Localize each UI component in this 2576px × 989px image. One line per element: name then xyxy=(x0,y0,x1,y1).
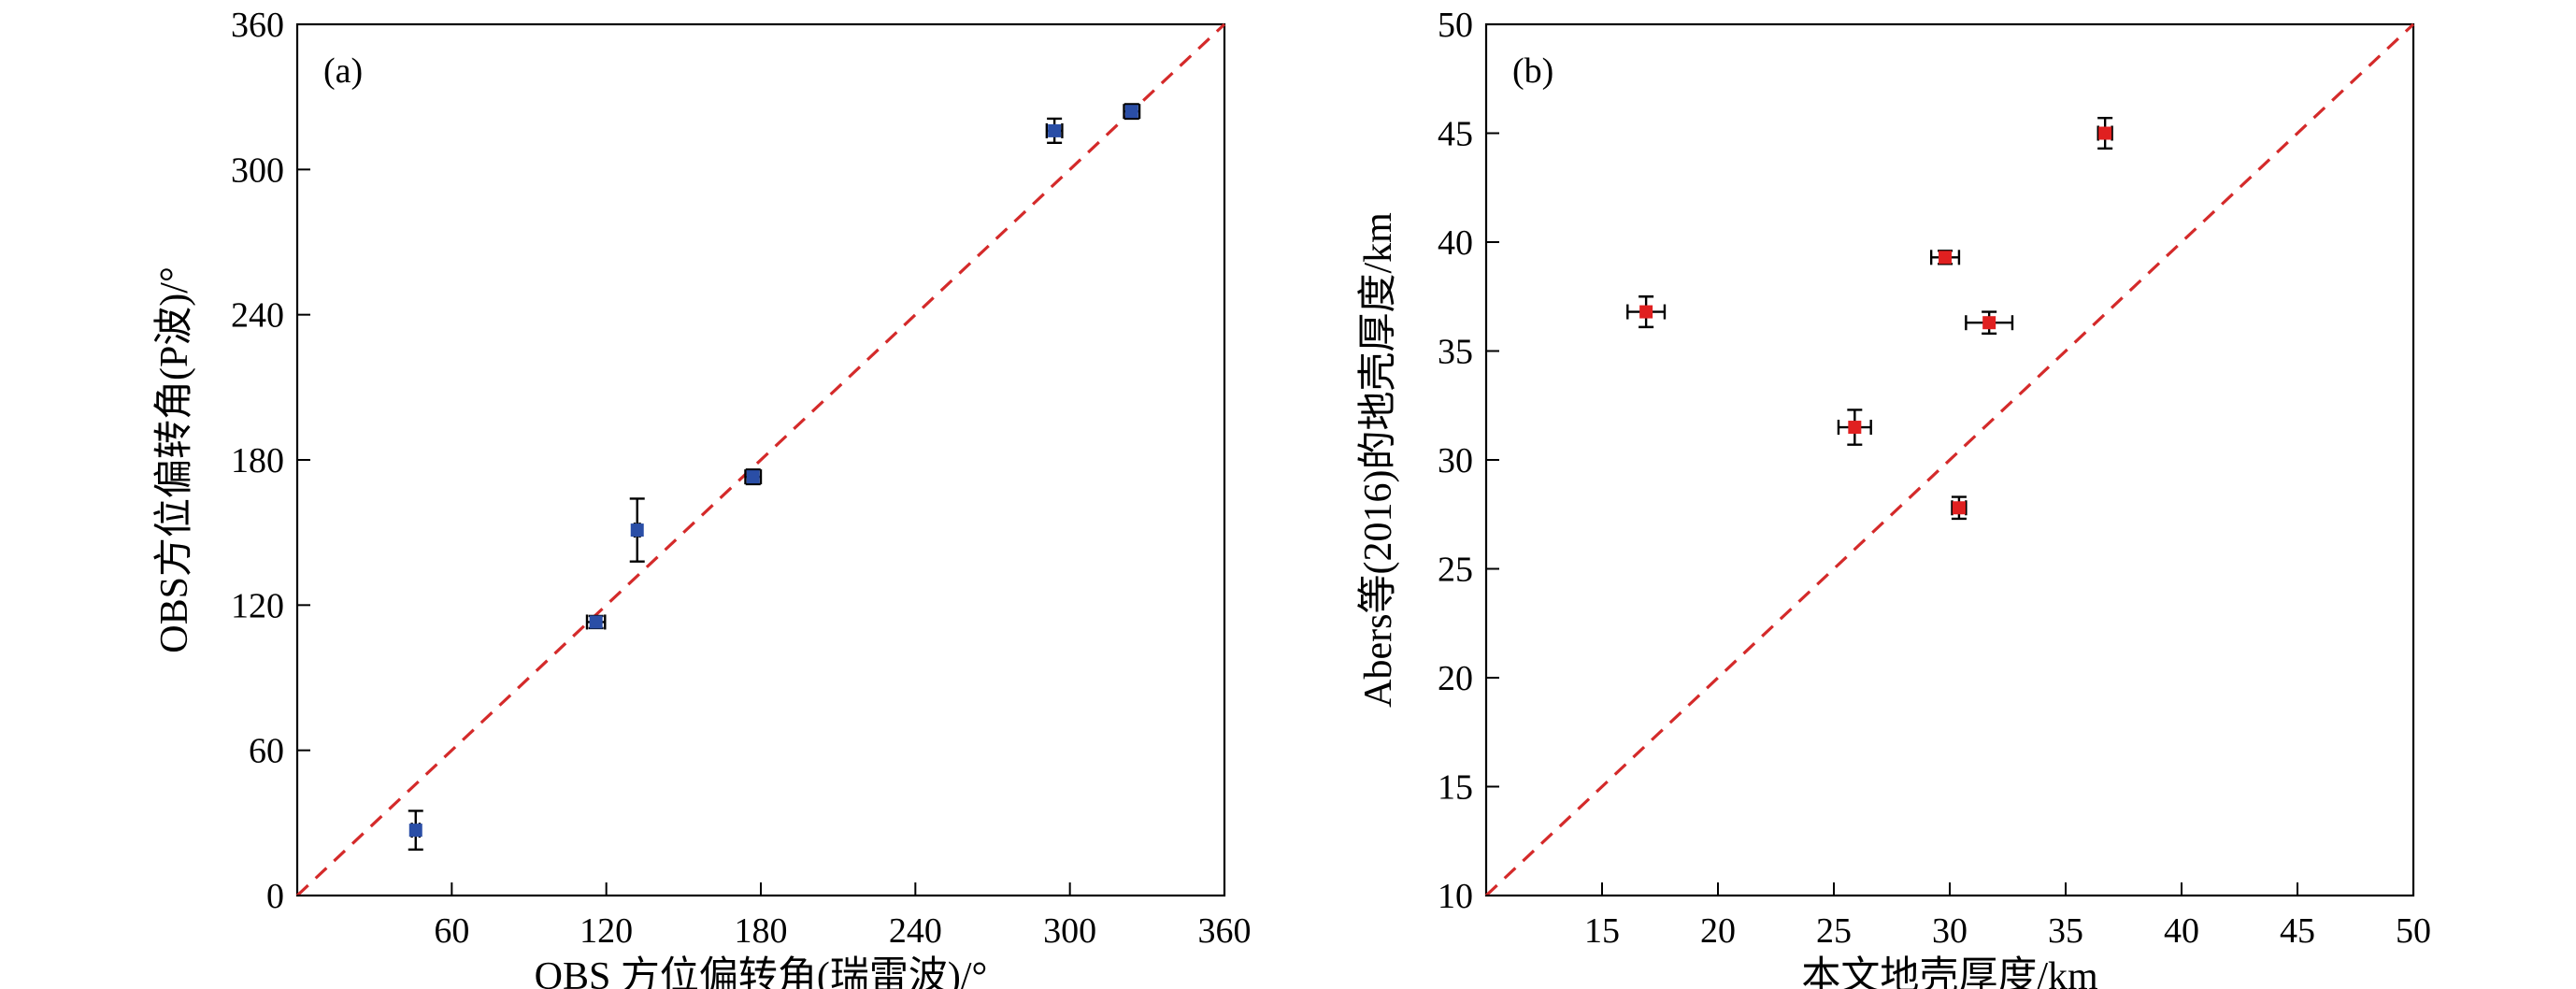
y-tick-label: 300 xyxy=(231,150,284,190)
y-axis-title: OBS方位偏转角(P波)/° xyxy=(152,266,196,653)
x-tick-label: 120 xyxy=(580,911,633,951)
data-point xyxy=(1837,408,1872,446)
x-tick-label: 360 xyxy=(1198,911,1252,951)
y-tick-label: 30 xyxy=(1438,441,1473,480)
y-tick-label: 15 xyxy=(1438,768,1473,808)
x-tick-label: 300 xyxy=(1043,911,1096,951)
x-tick-label: 180 xyxy=(735,911,788,951)
point-marker xyxy=(1639,305,1653,319)
y-tick-label: 240 xyxy=(231,296,284,336)
point-marker xyxy=(1952,501,1966,515)
y-tick-label: 0 xyxy=(266,877,284,916)
panel-label: (b) xyxy=(1512,51,1553,91)
y-tick-label: 60 xyxy=(249,732,284,771)
x-tick-label: 240 xyxy=(889,911,942,951)
x-tick-label: 20 xyxy=(1700,911,1736,951)
data-point xyxy=(408,810,423,852)
x-axis-title: 本文地壳厚度/km xyxy=(1801,954,2098,989)
chart-panel-a: 60 120 180 240 300 360 0 60 120 180 240 300 360 OBS 方… xyxy=(152,6,1252,989)
data-point xyxy=(585,614,607,630)
y-tick-label: 120 xyxy=(231,586,284,625)
point-marker xyxy=(1939,251,1953,265)
y-tick-label: 10 xyxy=(1438,877,1473,916)
y-tick-label: 35 xyxy=(1438,333,1473,372)
y-axis-title: Abers等(2016)的地壳厚度/km xyxy=(1357,212,1400,708)
data-point xyxy=(2097,116,2113,150)
y-tick-label: 50 xyxy=(1438,6,1473,45)
data-point xyxy=(1965,310,2014,336)
point-marker xyxy=(630,523,644,538)
point-marker xyxy=(1048,123,1062,137)
y-tick-label: 40 xyxy=(1438,223,1473,263)
y-tick-label: 45 xyxy=(1438,115,1473,154)
y-tick-label: 180 xyxy=(231,441,284,480)
data-point xyxy=(1951,495,1968,521)
x-tick-label: 35 xyxy=(2048,911,2083,951)
point-marker xyxy=(1982,316,1996,330)
x-tick-label: 60 xyxy=(434,911,469,951)
data-point xyxy=(1626,295,1667,329)
point-marker xyxy=(2098,126,2112,140)
data-point xyxy=(1929,250,1961,265)
x-tick-label: 30 xyxy=(1932,911,1968,951)
point-marker xyxy=(589,615,603,629)
data-point xyxy=(1123,103,1141,121)
y-tick-label: 360 xyxy=(231,6,284,45)
point-marker xyxy=(1848,421,1862,435)
panel-label: (a) xyxy=(323,51,363,91)
reference-line-1to1 xyxy=(1484,22,2415,897)
x-tick-label: 45 xyxy=(2280,911,2315,951)
x-tick-label: 15 xyxy=(1584,911,1620,951)
y-tick-label: 25 xyxy=(1438,551,1473,590)
data-point xyxy=(1045,117,1064,145)
point-marker xyxy=(746,470,760,484)
point-marker xyxy=(1124,105,1138,119)
data-point xyxy=(629,497,645,563)
x-tick-label: 25 xyxy=(1816,911,1852,951)
point-marker xyxy=(408,824,422,838)
x-tick-label: 40 xyxy=(2164,911,2199,951)
x-axis-title: OBS 方位偏转角(瑞雷波)/° xyxy=(535,954,988,989)
y-tick-label: 20 xyxy=(1438,659,1473,698)
x-tick-label: 50 xyxy=(2396,911,2431,951)
reference-line-1to1 xyxy=(295,22,1226,897)
chart-panel-b: 15 20 25 30 35 40 45 50 10 15 20 25 30 35 40 45 50 本文地壳厚度… xyxy=(1357,6,2431,989)
data-point xyxy=(744,468,763,486)
